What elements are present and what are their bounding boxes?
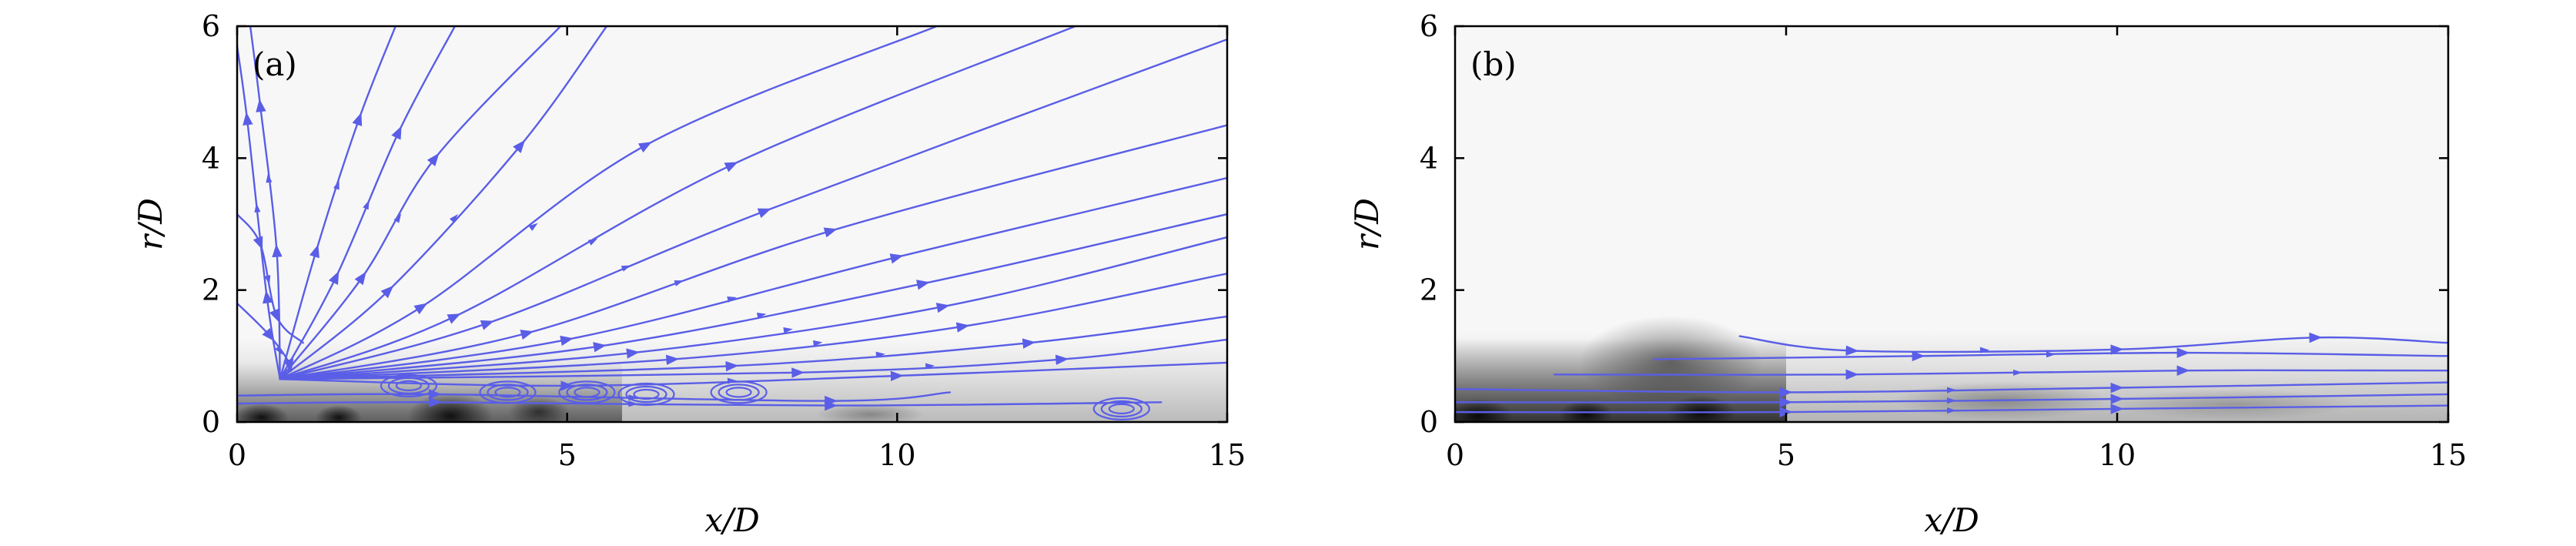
panel-b-ylabel: r/D bbox=[1348, 198, 1386, 250]
panel-a-vortex-4-ring-3 bbox=[710, 380, 768, 404]
panel-a-vortex-3-ring-2 bbox=[625, 385, 667, 404]
panel-a-ytick-label-0: 0 bbox=[202, 405, 220, 439]
panel-b-streamline-arrow-5 bbox=[1946, 407, 1956, 414]
panel-b-ticks: 0 5 10 15 0 2 4 6 bbox=[1420, 9, 2467, 472]
panel-b-xtick-label-3: 15 bbox=[2430, 438, 2467, 472]
panel-a-vortex-3-ring-1 bbox=[633, 388, 660, 400]
panel-a-label: (a) bbox=[253, 45, 297, 83]
panel-a-vortex-2-ring-2 bbox=[566, 384, 608, 401]
panel-b-ytick-label-0: 0 bbox=[1420, 405, 1438, 439]
panel-b-xtick-label-0: 0 bbox=[1446, 438, 1464, 472]
panel-a-xtick-label-1: 5 bbox=[558, 438, 577, 472]
panel-a-vortex-0-ring-3 bbox=[380, 373, 438, 397]
panel-b-streamline-2 bbox=[1553, 365, 2448, 380]
panel-a-streamlines bbox=[237, 26, 1227, 421]
panel-a-vortex-1-ring-3 bbox=[479, 380, 537, 404]
panel-b-ytick-label-2: 4 bbox=[1420, 141, 1438, 175]
panel-a-ytick-label-3: 6 bbox=[202, 9, 220, 43]
panel-a-vortex-0-ring-2 bbox=[387, 377, 430, 394]
panel-a-vortex-5-ring-1 bbox=[1108, 403, 1135, 415]
panel-a-field bbox=[237, 26, 1227, 422]
panel-b-xtick-label-1: 5 bbox=[1777, 438, 1795, 472]
panel-b-ytick-label-1: 2 bbox=[1420, 273, 1438, 307]
panel-b: 0 5 10 15 0 2 4 6 (b) x/D r/D bbox=[1348, 9, 2467, 539]
panel-a-frame bbox=[236, 25, 1229, 424]
panel-a-streamline-arrow-20 bbox=[275, 345, 283, 355]
panel-a-vortex-1-ring-2 bbox=[487, 384, 529, 401]
panel-a-vortex-1-ring-1 bbox=[494, 387, 521, 398]
panel-b-xlabel: x/D bbox=[1924, 501, 1979, 539]
panel-a-streamline-arrow-19 bbox=[264, 275, 271, 285]
panel-a-streamline-18 bbox=[237, 397, 1163, 411]
panel-a-vortex-4-ring-2 bbox=[718, 384, 760, 401]
panel-a: 0 5 10 15 0 2 4 6 (a) x/D r/D bbox=[132, 9, 1246, 539]
panel-a-xtick-label-3: 15 bbox=[1209, 438, 1246, 472]
panel-a-vortex-2-ring-3 bbox=[558, 380, 616, 404]
panel-a-ytick-label-2: 4 bbox=[202, 141, 220, 175]
panel-a-streamline-20 bbox=[237, 302, 294, 380]
panel-a-streamline-15 bbox=[279, 338, 1227, 380]
panel-a-vortex-2-ring-1 bbox=[574, 387, 601, 398]
panel-b-label: (b) bbox=[1470, 45, 1517, 83]
panel-a-vortex-5-ring-2 bbox=[1100, 400, 1142, 418]
panel-b-xtick-label-2: 10 bbox=[2099, 438, 2136, 472]
panel-b-streamline-arrow-1 bbox=[2046, 351, 2056, 358]
panel-b-streamline-arrow-4 bbox=[1946, 397, 1956, 404]
panel-a-xlabel: x/D bbox=[704, 501, 760, 539]
panel-a-streamline-arrow-15 bbox=[925, 363, 935, 370]
panel-a-ticks: 0 5 10 15 0 2 4 6 bbox=[202, 9, 1246, 472]
panel-a-vortex-4-ring-1 bbox=[725, 387, 752, 398]
panel-b-streamline-arrow-2 bbox=[2012, 369, 2022, 376]
panel-a-xtick-label-0: 0 bbox=[228, 438, 246, 472]
panel-b-streamlines bbox=[1455, 332, 2448, 417]
panel-a-streamline-1 bbox=[249, 26, 283, 380]
panel-b-streamline-arrow-3 bbox=[1946, 387, 1956, 394]
panel-a-xtick-label-2: 10 bbox=[878, 438, 915, 472]
panel-a-ytick-label-1: 2 bbox=[202, 273, 220, 307]
panel-a-vortex-5-ring-3 bbox=[1092, 397, 1150, 421]
panel-a-vortex-3-ring-3 bbox=[617, 382, 675, 407]
panel-a-streamline-arrow-1 bbox=[266, 173, 273, 183]
panel-a-vortex-0-ring-1 bbox=[395, 380, 423, 391]
panel-b-ytick-label-3: 6 bbox=[1420, 9, 1438, 43]
panel-a-ylabel: r/D bbox=[132, 198, 169, 250]
panel-b-frame bbox=[1454, 25, 2450, 424]
panel-b-field bbox=[1455, 316, 2448, 422]
